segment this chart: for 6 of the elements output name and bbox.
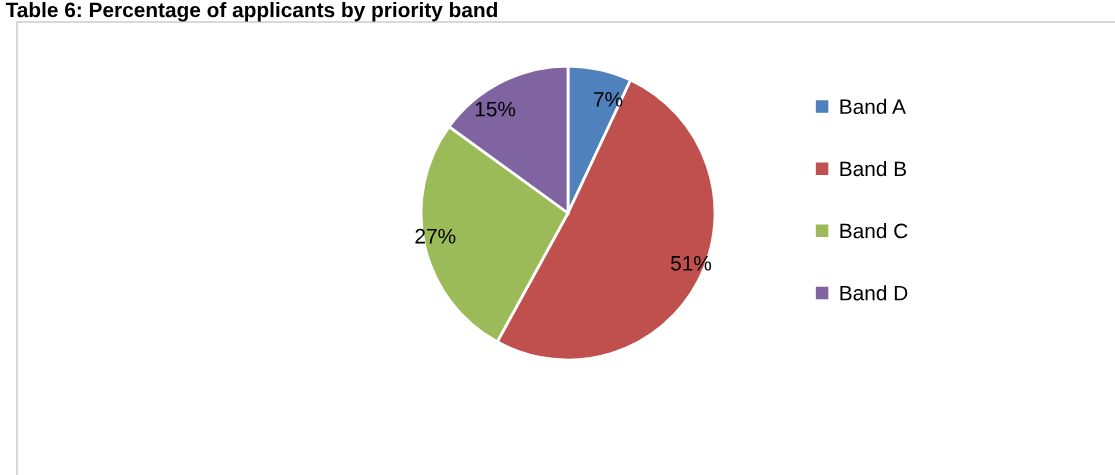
legend-label: Band A	[840, 98, 906, 115]
legend-label: Band C	[840, 223, 908, 239]
legend-label: Band D	[840, 285, 908, 301]
chart-title: Table 6: Percentage of applicants by priority band	[5, 2, 497, 22]
data-label: 15%	[475, 101, 516, 117]
legend-label: Band B	[840, 160, 906, 177]
